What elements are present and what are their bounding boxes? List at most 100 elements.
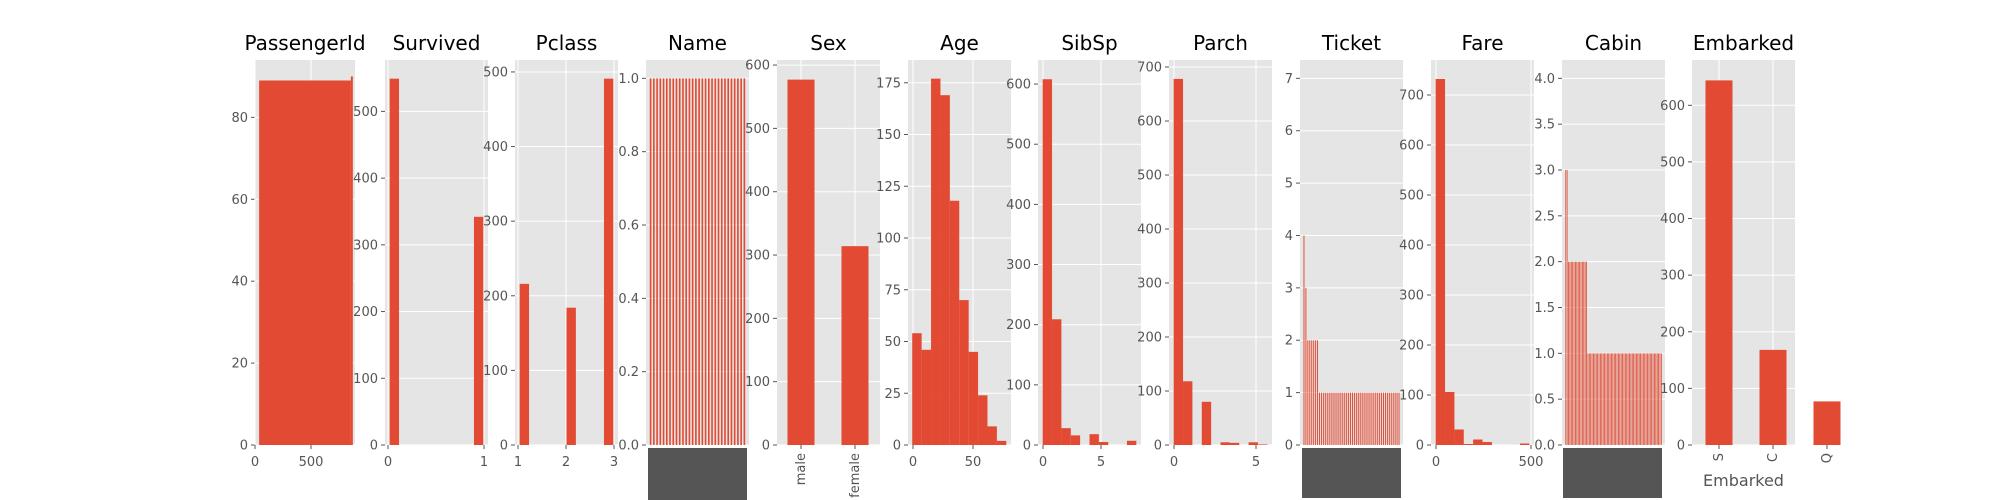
bar bbox=[1313, 340, 1315, 445]
bar bbox=[1220, 442, 1230, 445]
bar bbox=[1338, 392, 1340, 445]
bar bbox=[1594, 353, 1596, 445]
y-tick-label: 0.0 bbox=[618, 439, 639, 454]
bar bbox=[1201, 401, 1212, 445]
x-tick-label: 5 bbox=[1097, 455, 1105, 470]
y-tick-label: 0.0 bbox=[1534, 439, 1555, 454]
bar bbox=[691, 78, 694, 445]
bar bbox=[1595, 353, 1597, 445]
y-tick-label: 700 bbox=[1137, 61, 1162, 76]
bar bbox=[1619, 353, 1621, 445]
bar bbox=[1183, 381, 1193, 445]
bar bbox=[912, 333, 922, 445]
y-tick-label: 2 bbox=[1285, 334, 1293, 349]
x-tick-label: 3 bbox=[610, 455, 618, 470]
bar bbox=[1388, 392, 1390, 445]
y-tick-label: 500 bbox=[1660, 155, 1685, 170]
plot-area bbox=[1562, 60, 1665, 445]
x-tick-labels-overlapping bbox=[1563, 448, 1662, 498]
bar bbox=[720, 78, 723, 445]
bar bbox=[1386, 392, 1388, 445]
bar bbox=[1052, 319, 1062, 445]
y-tick-label: 0.8 bbox=[618, 145, 639, 160]
plot-area bbox=[1169, 60, 1272, 445]
subplot-title: Name bbox=[668, 31, 727, 55]
y-tick-label: 175 bbox=[876, 76, 901, 91]
y-tick-label: 0 bbox=[500, 439, 508, 454]
y-tick-label: 0.2 bbox=[618, 365, 639, 380]
y-tick-label: 4.0 bbox=[1534, 72, 1555, 87]
bar bbox=[740, 78, 742, 445]
y-tick-label: 125 bbox=[876, 180, 901, 195]
subplot-title: SibSp bbox=[1061, 31, 1117, 55]
bar bbox=[1257, 444, 1268, 445]
bar bbox=[1371, 392, 1373, 445]
bar bbox=[1642, 353, 1644, 445]
subplot-title: Parch bbox=[1193, 31, 1248, 55]
x-tick-label: 1 bbox=[480, 455, 488, 470]
bar bbox=[1359, 392, 1361, 445]
subplot-pclass: 0 100 200 300 400 500 1 2 3 Pclass bbox=[483, 31, 618, 470]
bar bbox=[1645, 353, 1647, 445]
x-tick-label: 2 bbox=[562, 455, 570, 470]
bar bbox=[708, 78, 710, 445]
y-tick-label: 100 bbox=[353, 372, 378, 387]
subplot-survived: 0 100 200 300 400 500 0 1 Survived bbox=[353, 31, 488, 470]
bar bbox=[1636, 353, 1637, 445]
y-tick-label: 0 bbox=[1677, 439, 1685, 454]
bar bbox=[1353, 392, 1355, 445]
subplot-fare: 0 100 200 300 400 500 600 700 0 500 Fare bbox=[1399, 31, 1543, 470]
bar bbox=[730, 78, 733, 445]
bar bbox=[1591, 353, 1593, 445]
bar bbox=[1568, 261, 1569, 445]
x-tick-labels-overlapping bbox=[648, 448, 747, 500]
y-tick-label: 600 bbox=[1006, 78, 1031, 93]
bar bbox=[698, 78, 700, 445]
bar bbox=[1320, 392, 1322, 445]
bar bbox=[1573, 261, 1575, 445]
y-tick-label: 0 bbox=[1285, 439, 1293, 454]
bar bbox=[1363, 392, 1365, 445]
bar bbox=[1344, 392, 1346, 445]
bar bbox=[1602, 353, 1604, 445]
y-tick-label: 80 bbox=[231, 111, 248, 126]
y-tick-label: 20 bbox=[231, 357, 248, 372]
bar bbox=[1396, 392, 1398, 445]
y-tick-label: 400 bbox=[353, 172, 378, 187]
bar bbox=[1659, 353, 1661, 445]
y-tick-label: 600 bbox=[1660, 99, 1685, 114]
y-tick-label: 0.6 bbox=[618, 219, 639, 234]
y-tick-label: 300 bbox=[1006, 258, 1031, 273]
bar bbox=[701, 78, 704, 445]
subplot-parch: 0 100 200 300 400 500 600 700 0 5 Parch bbox=[1137, 31, 1272, 470]
bar bbox=[1637, 353, 1639, 445]
plot-area bbox=[1431, 60, 1534, 445]
bar bbox=[1616, 353, 1618, 445]
y-tick-label: 50 bbox=[884, 335, 901, 350]
bar bbox=[1581, 261, 1583, 445]
y-tick-label: 60 bbox=[231, 193, 248, 208]
subplot-title: Sex bbox=[810, 31, 847, 55]
bar bbox=[1463, 444, 1474, 445]
x-tick-label: 0 bbox=[1170, 455, 1178, 470]
x-tick-label: Q bbox=[1820, 453, 1835, 463]
x-tick-label: 0 bbox=[251, 455, 259, 470]
bar bbox=[1584, 261, 1586, 445]
bar bbox=[1640, 353, 1641, 445]
bar bbox=[1615, 353, 1617, 445]
y-tick-label: 5 bbox=[1285, 177, 1293, 192]
bar bbox=[662, 78, 665, 445]
y-tick-label: 100 bbox=[1660, 382, 1685, 397]
y-tick-label: 300 bbox=[1660, 269, 1685, 284]
y-tick-label: 500 bbox=[1006, 138, 1031, 153]
y-tick-label: 300 bbox=[1137, 277, 1162, 292]
bar bbox=[1613, 353, 1615, 445]
bar bbox=[1126, 440, 1137, 445]
bar bbox=[1373, 392, 1375, 445]
x-tick-label: 0 bbox=[384, 455, 392, 470]
y-tick-label: 0 bbox=[762, 439, 770, 454]
y-tick-label: 500 bbox=[1137, 169, 1162, 184]
bar bbox=[1355, 392, 1357, 445]
y-tick-label: 500 bbox=[1399, 189, 1424, 204]
